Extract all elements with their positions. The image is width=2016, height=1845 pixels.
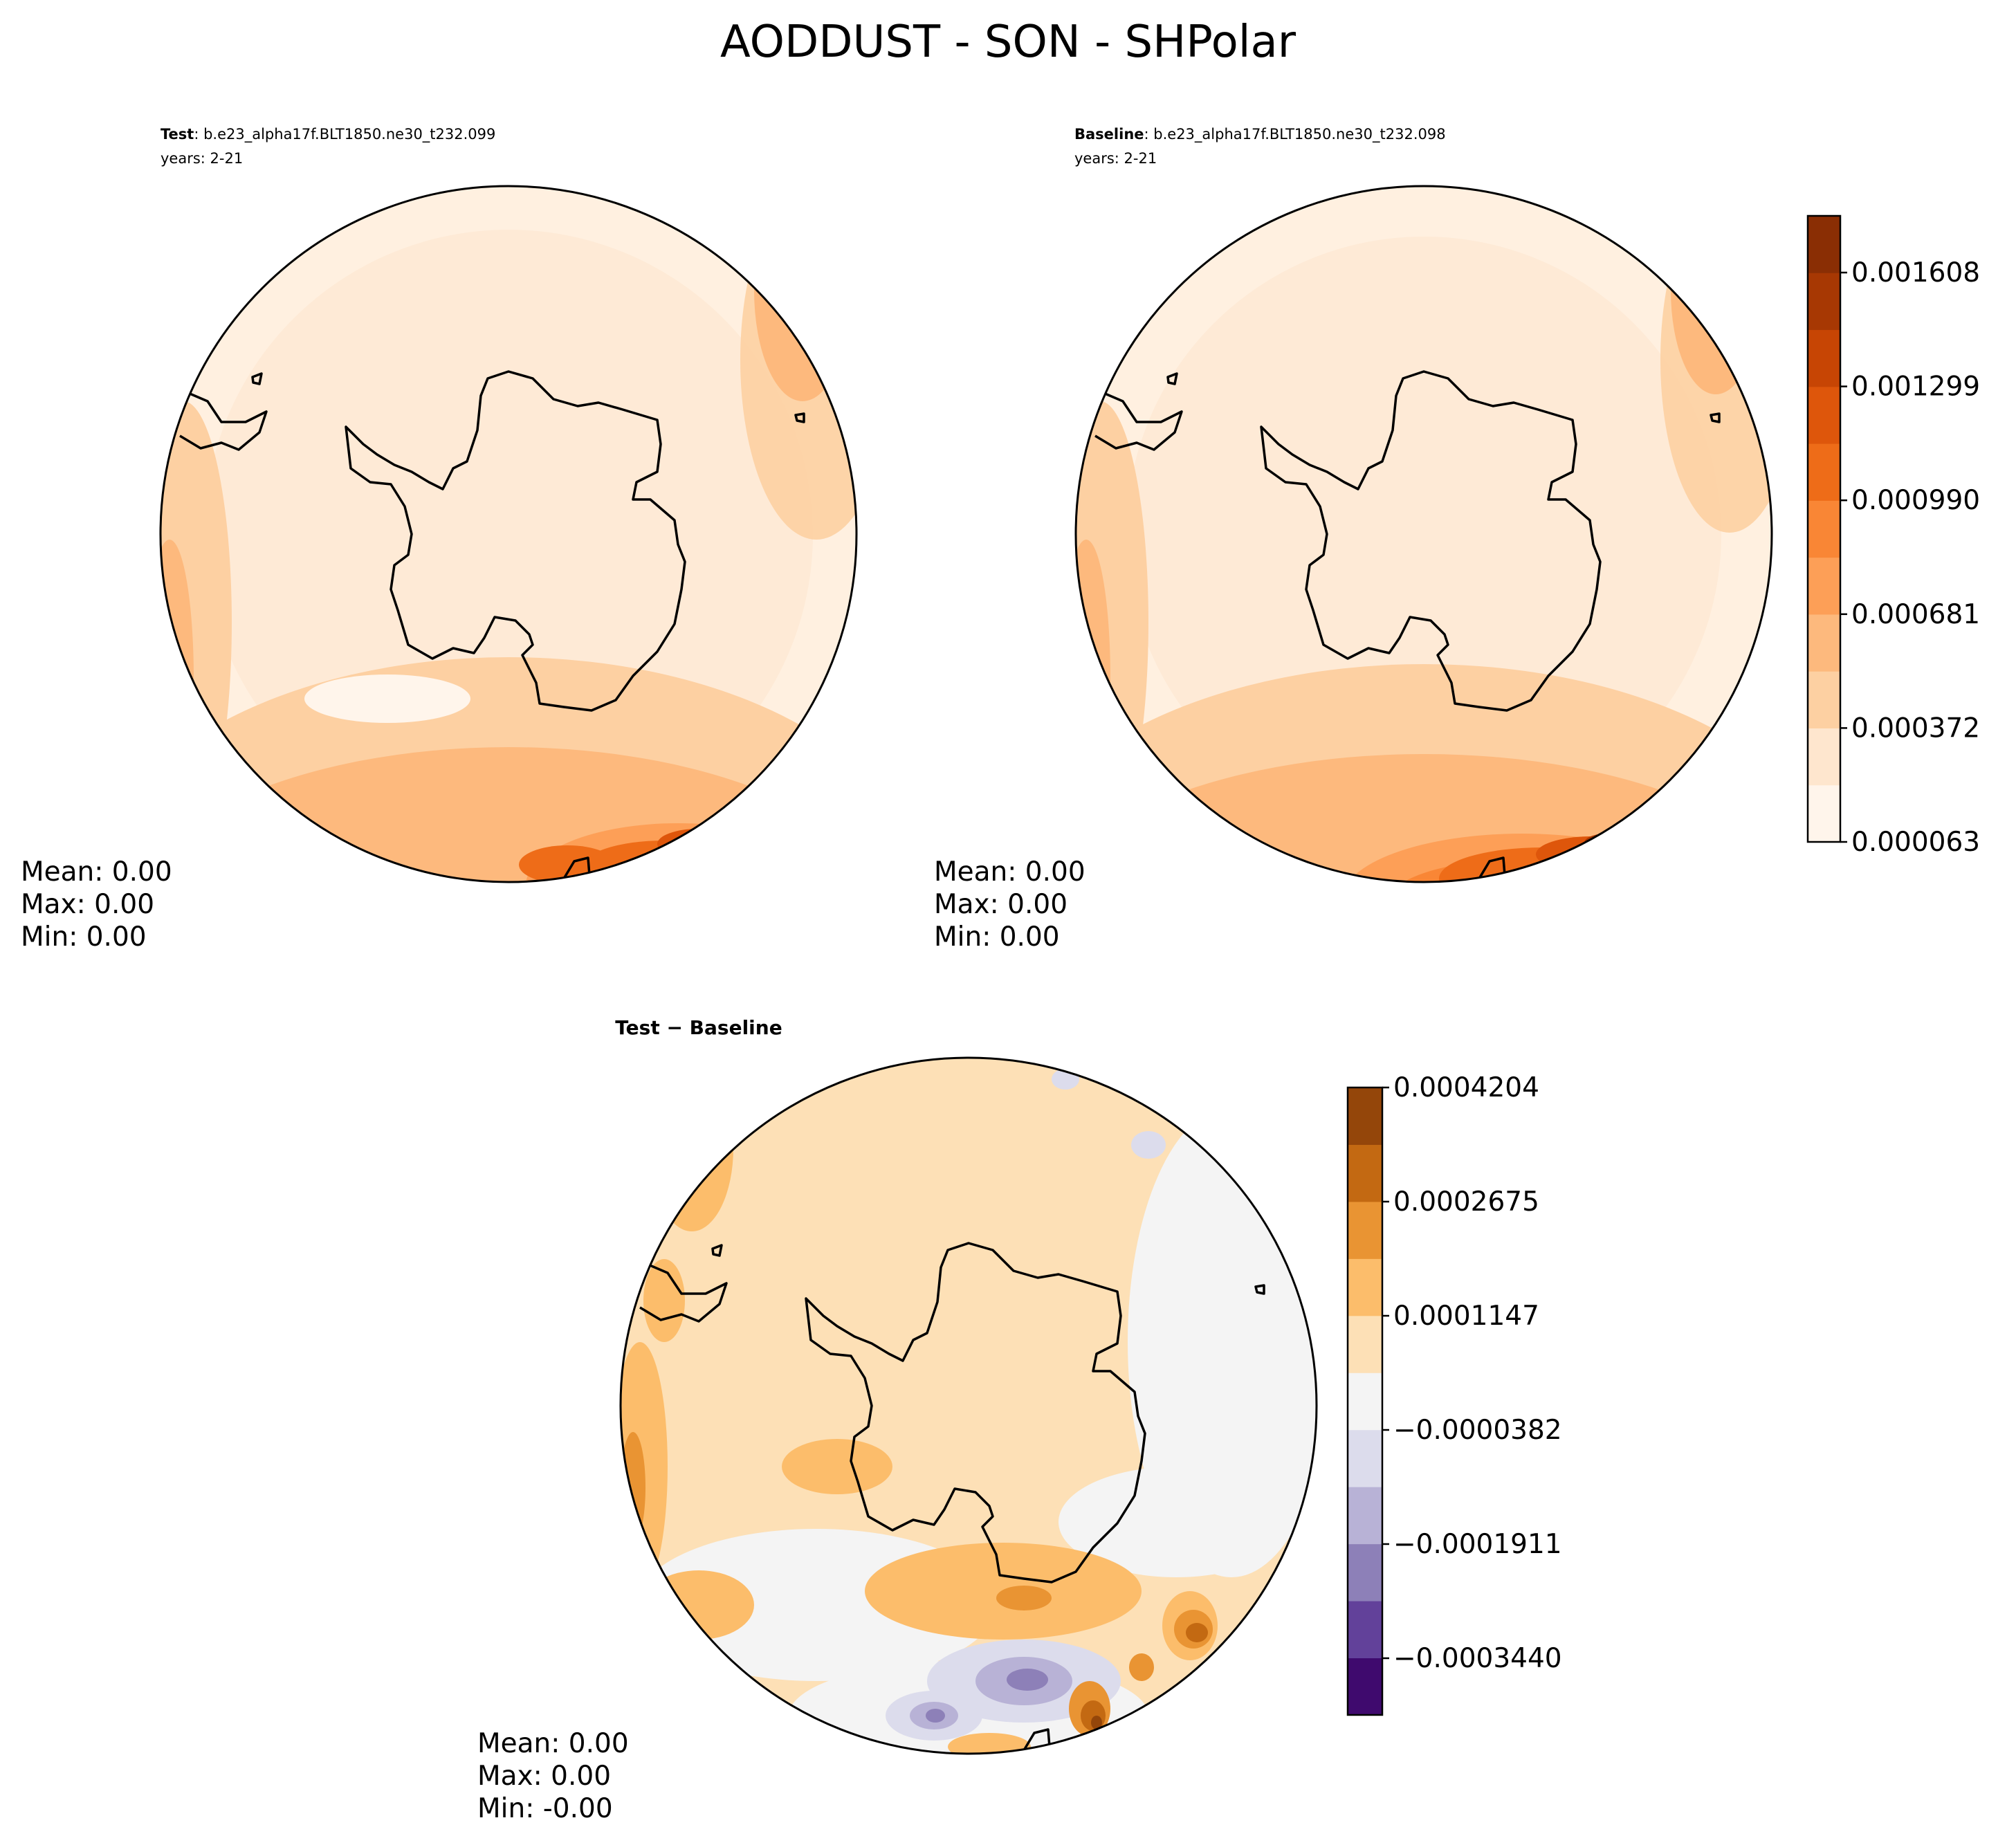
panel-diff-max: Max: 0.00 (477, 1761, 611, 1792)
colorbar-main-ticks: 0.000063 0.000372 0.000681 0.000990 0.001299… (1840, 257, 1980, 858)
colorbar-diff-color-block (1348, 1201, 1382, 1259)
panel-diff: Test − Baseline (477, 1016, 1318, 1824)
colorbar-main-color-block (1808, 386, 1840, 444)
colorbar-diff-color-block (1348, 1315, 1382, 1373)
panel-baseline-years: years: 2-21 (1074, 150, 1157, 167)
panel-test: Test: b.e23_alpha17f.BLT1850.ne30_t232.0… (21, 126, 858, 953)
colorbar-diff-tick-label: −0.0001911 (1393, 1529, 1562, 1560)
panel-baseline-title-rest: : b.e23_alpha17f.BLT1850.ne30_t232.098 (1144, 126, 1446, 143)
panel-test-years: years: 2-21 (161, 150, 243, 167)
panel-test-title: Test: b.e23_alpha17f.BLT1850.ne30_t232.0… (161, 126, 495, 143)
colorbar-main-frame (1806, 214, 1842, 843)
colorbar-main: 0.000063 0.000372 0.000681 0.000990 0.001299… (1806, 214, 1980, 858)
colorbar-diff-tick-label: −0.0003440 (1393, 1643, 1562, 1674)
colorbar-main-color-block (1808, 614, 1840, 672)
colorbar-diff-color-block (1348, 1601, 1382, 1659)
colorbar-main-color-block (1808, 784, 1840, 843)
panel-diff-title: Test − Baseline (615, 1016, 782, 1039)
panel-test-max: Max: 0.00 (21, 889, 154, 920)
panel-test-mean: Mean: 0.00 (21, 856, 172, 888)
panel-baseline-title-bold: Baseline (1074, 126, 1144, 143)
colorbar-main-color-block (1808, 728, 1840, 786)
coastline-test (179, 370, 805, 879)
colorbar-diff-color-block (1348, 1487, 1382, 1545)
coastline-diff (639, 1242, 1265, 1751)
figure-title: AODDUST - SON - SHPolar (720, 17, 1296, 68)
colorbar-diff-color-block (1348, 1144, 1382, 1202)
colorbar-diff-color-block (1348, 1258, 1382, 1316)
colorbar-main-tick-label: 0.001608 (1851, 257, 1980, 288)
colorbar-diff-color-block (1348, 1658, 1382, 1716)
colorbar-diff-blocks (1348, 1087, 1382, 1716)
colorbar-main-color-block (1808, 671, 1840, 728)
map-baseline-border (1074, 185, 1773, 883)
colorbar-diff: −0.0003440 −0.0001911 −0.0000382 0.0001147 0… (1346, 1072, 1562, 1716)
panel-baseline-max: Max: 0.00 (934, 889, 1067, 920)
map-diff-border (619, 1056, 1318, 1755)
colorbar-main-color-block (1808, 273, 1840, 331)
panel-diff-mean: Mean: 0.00 (477, 1728, 629, 1759)
colorbar-diff-tick-label: 0.0001147 (1393, 1301, 1539, 1332)
map-diff (621, 1058, 1317, 1754)
colorbar-diff-tick-label: 0.0004204 (1393, 1072, 1539, 1103)
map-test-border (159, 185, 858, 883)
colorbar-main-tick-label: 0.000372 (1851, 713, 1980, 744)
panel-baseline: Baseline: b.e23_alpha17f.BLT1850.ne30_t2… (934, 126, 1773, 953)
colorbar-main-tick-label: 0.000063 (1851, 827, 1980, 858)
colorbar-diff-color-block (1348, 1373, 1382, 1431)
map-test (161, 186, 856, 882)
colorbar-diff-ticks: −0.0003440 −0.0001911 −0.0000382 0.0001147 0… (1382, 1072, 1562, 1674)
colorbar-main-color-block (1808, 443, 1840, 501)
panel-test-title-rest: : b.e23_alpha17f.BLT1850.ne30_t232.099 (194, 126, 495, 143)
panel-test-title-bold: Test (161, 126, 194, 143)
colorbar-diff-tick-label: 0.0002675 (1393, 1186, 1539, 1218)
panel-baseline-mean: Mean: 0.00 (934, 856, 1085, 888)
colorbar-diff-color-block (1348, 1087, 1382, 1145)
colorbar-diff-frame (1346, 1086, 1384, 1716)
map-baseline (1076, 186, 1772, 882)
colorbar-main-color-block (1808, 329, 1840, 387)
panel-test-min: Min: 0.00 (21, 921, 147, 953)
coastline-baseline (1094, 370, 1721, 879)
colorbar-diff-tick-label: −0.0000382 (1393, 1415, 1562, 1446)
colorbar-main-tick-label: 0.001299 (1851, 371, 1980, 403)
colorbar-main-tick-label: 0.000990 (1851, 485, 1980, 516)
colorbar-diff-color-block (1348, 1429, 1382, 1487)
panel-baseline-title: Baseline: b.e23_alpha17f.BLT1850.ne30_t2… (1074, 126, 1446, 143)
panel-diff-min: Min: -0.00 (477, 1793, 613, 1824)
colorbar-main-color-block (1808, 500, 1840, 558)
colorbar-main-blocks (1808, 216, 1840, 843)
colorbar-diff-color-block (1348, 1543, 1382, 1601)
colorbar-main-color-block (1808, 557, 1840, 615)
panel-baseline-min: Min: 0.00 (934, 921, 1060, 953)
colorbar-main-tick-label: 0.000681 (1851, 599, 1980, 630)
colorbar-main-color-block (1808, 216, 1840, 273)
